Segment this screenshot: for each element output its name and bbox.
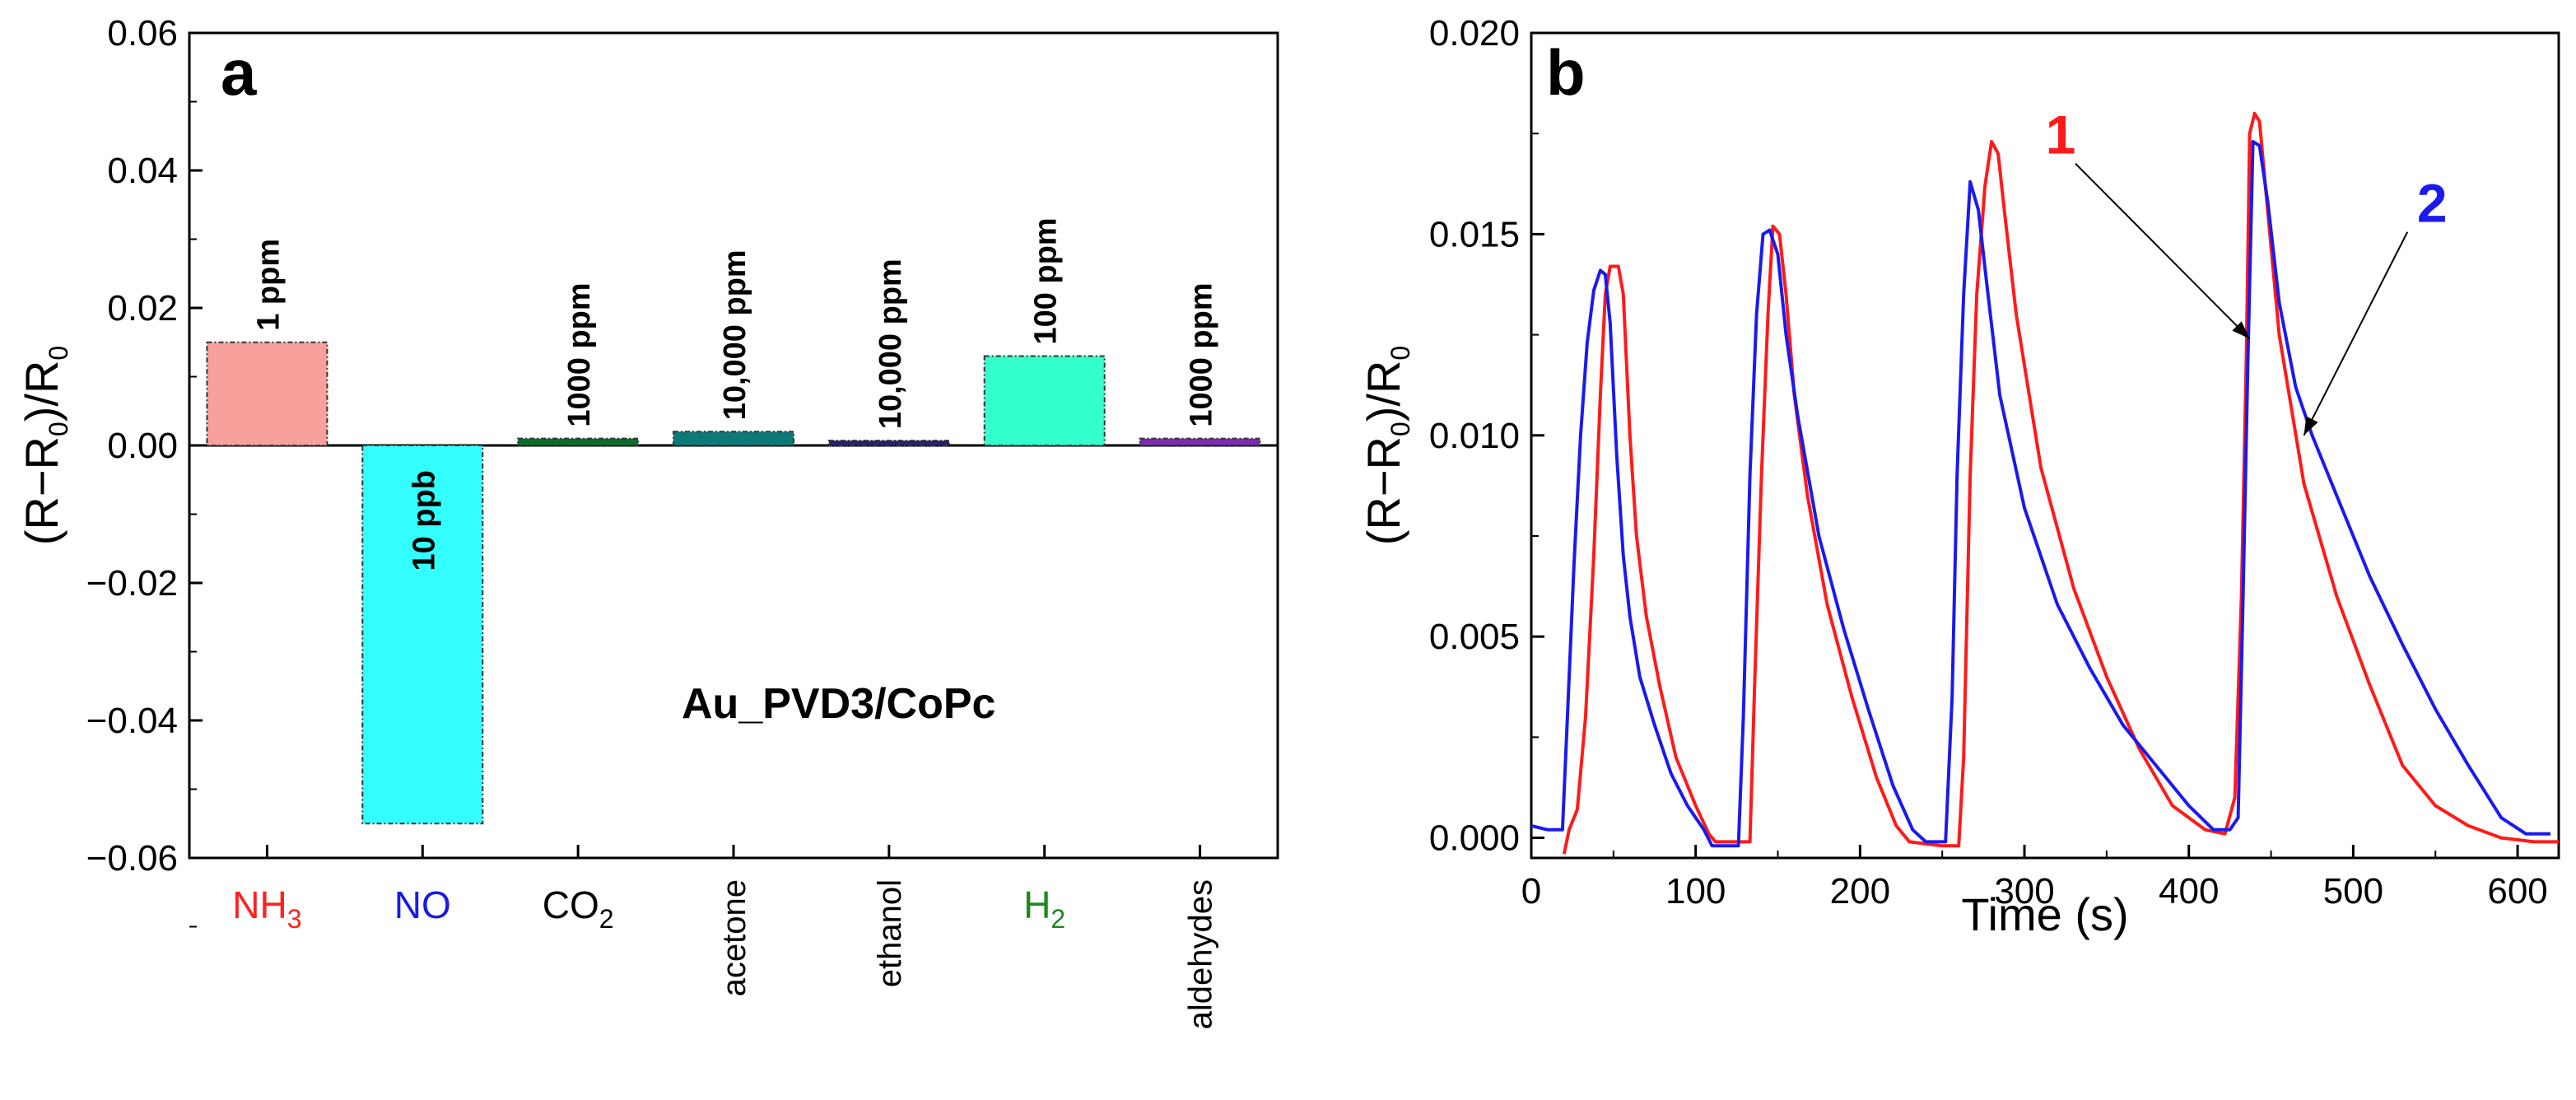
bar-chart-panel-a: 0.06 0.04 0.02 0.00 −0.02 −0.04 −0.06 1 ppm 10 …	[16, 13, 1279, 1029]
panel-b-callouts: 12	[2046, 105, 2448, 436]
bar-label-aldehydes: 1000 ppm	[1185, 282, 1219, 426]
panel-a-y-axis-title: (R−R0)/R0	[16, 346, 73, 545]
callout-arrowhead-1	[2232, 321, 2250, 339]
category-label-ethanol: ethanol	[872, 879, 908, 987]
bar-label-CO2: 1000 ppm	[562, 282, 597, 426]
y-tick-label: 0.00	[107, 426, 178, 466]
curve-label-2: 2	[2417, 173, 2448, 234]
bar-label-NO: 10 ppb	[407, 470, 441, 571]
y-tick-label: 0.010	[1429, 416, 1520, 456]
callout-arrowhead-2	[2303, 416, 2318, 436]
panel-a-label: a	[221, 36, 257, 109]
bar-acetone	[673, 431, 794, 446]
panel-a-bar-labels: 1 ppm 10 ppb 1000 ppm 10,000 ppm 10,000 ppm 1…	[251, 217, 1218, 571]
category-label-CO2: CO2	[543, 883, 614, 934]
bar-label-H2: 100 ppm	[1029, 217, 1064, 344]
bar-H2	[983, 355, 1106, 447]
panel-b-label: b	[1546, 36, 1586, 109]
panel-a-bars	[206, 341, 1261, 825]
bar-label-NH3: 1 ppm	[251, 239, 286, 331]
y-tick-label: 0.02	[107, 288, 178, 329]
y-tick-label: 0.020	[1429, 13, 1520, 54]
y-tick-label: −0.02	[86, 563, 178, 604]
y-tick-label: 0.015	[1429, 214, 1520, 254]
category-label-NH3: NH3	[232, 883, 301, 934]
x-tick-label: 600	[2487, 871, 2547, 911]
bar-CO2	[517, 437, 640, 447]
curve-label-1: 1	[2046, 105, 2076, 165]
x-tick-label: 200	[1830, 871, 1890, 911]
bar-label-acetone: 10,000 ppm	[718, 249, 752, 420]
category-label-acetone: acetone	[716, 879, 752, 996]
category-label-H2: H2	[1023, 883, 1065, 934]
panel-b-x-axis: 0 100 200 300 400 500 600	[1521, 845, 2548, 911]
panel-a-y-axis: 0.06 0.04 0.02 0.00 −0.02 −0.04 −0.06	[86, 13, 203, 928]
panel-a-annotation: Au_PVD3/CoPc	[682, 680, 995, 728]
x-tick-label: 300	[1994, 871, 2054, 911]
y-tick-label: 0.000	[1429, 818, 1520, 859]
series-line-1	[1562, 111, 2559, 855]
panel-b-x-axis-title: Time (s)	[1961, 888, 2128, 940]
y-tick-label: 0.06	[107, 13, 178, 54]
panel-a-x-axis: NH3 NO CO2 acetone ethanol H2 aldehydes	[232, 845, 1219, 1029]
bar-aldehydes	[1139, 437, 1261, 447]
category-label-aldehydes: aldehydes	[1183, 879, 1219, 1029]
y-tick-label: −0.04	[86, 701, 178, 741]
bar-NO	[361, 445, 484, 825]
panel-b-series	[1530, 111, 2559, 855]
y-tick-label: 0.005	[1429, 617, 1520, 657]
callout-line-1	[2075, 162, 2251, 340]
x-tick-label: 100	[1665, 871, 1726, 911]
callout-line-2	[2303, 231, 2409, 436]
panel-b-frame	[1530, 31, 2560, 860]
bar-label-ethanol: 10,000 ppm	[873, 259, 908, 429]
panel-b-y-axis: 0.000 0.005 0.010 0.015 0.020	[1429, 13, 1544, 859]
x-tick-label: 400	[2159, 871, 2219, 911]
y-tick-label: −0.06	[86, 838, 178, 879]
line-chart-panel-b: 0.000 0.005 0.010 0.015 0.020 0 100 200 300 400 5…	[1358, 13, 2560, 940]
x-tick-label: 500	[2323, 871, 2383, 911]
series-line-2	[1530, 140, 2550, 848]
panel-b-y-axis-title: (R−R0)/R0	[1358, 346, 1415, 545]
bar-ethanol	[827, 440, 950, 447]
bar-NH3	[206, 341, 328, 446]
x-tick-label: 0	[1521, 871, 1541, 911]
category-label-NO: NO	[394, 883, 451, 926]
y-tick-label: 0.04	[107, 151, 178, 191]
